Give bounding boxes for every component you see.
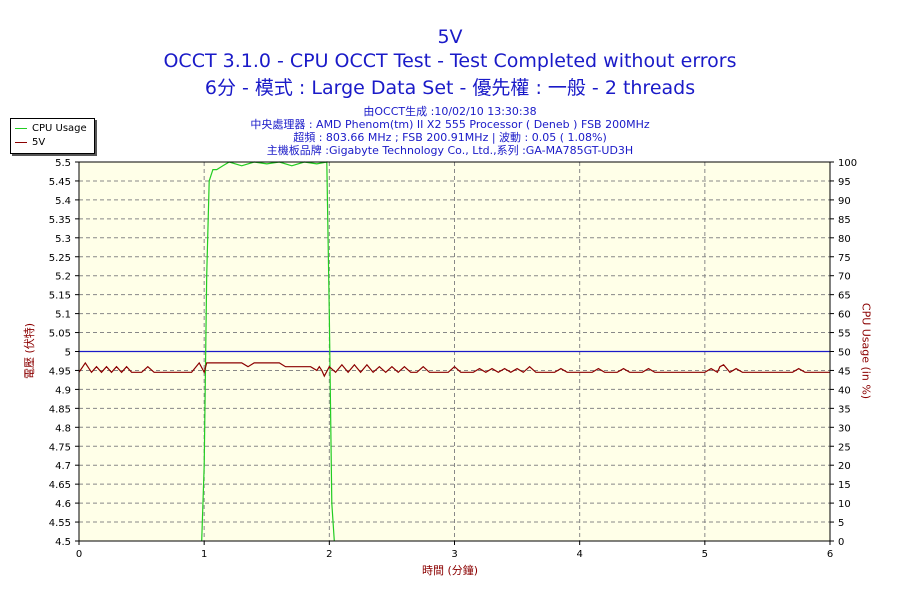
legend-swatch-cpu-usage (15, 127, 27, 129)
y-left-tick-label: 5.35 (49, 215, 71, 226)
y-left-tick-label: 4.65 (49, 480, 71, 491)
y-left-tick-label: 4.6 (55, 499, 71, 510)
overclock-info: 超頻 : 803.66 MHz ; FSB 200.91MHz | 波動 : 0… (293, 131, 607, 144)
x-tick-label: 5 (702, 549, 708, 560)
y-right-tick-label: 90 (838, 196, 851, 207)
y-left-tick-label: 4.55 (49, 518, 71, 529)
y-left-tick-label: 4.8 (55, 423, 71, 434)
x-tick-label: 4 (576, 549, 582, 560)
y-left-tick-label: 5.45 (49, 177, 71, 188)
y-left-tick-label: 4.95 (49, 366, 71, 377)
y-right-tick-label: 15 (838, 480, 851, 491)
y-right-tick-label: 85 (838, 215, 851, 226)
chart-legend: CPU Usage 5V (10, 118, 95, 154)
series-line-5v (78, 361, 830, 378)
y-left-tick-label: 5.3 (55, 234, 71, 245)
y-right-tick-label: 0 (838, 537, 844, 548)
y-left-tick-label: 4.7 (55, 461, 71, 472)
x-tick-label: 2 (326, 549, 332, 560)
cpu-info: 中央處理器 : AMD Phenom(tm) II X2 555 Process… (250, 118, 650, 131)
y-right-tick-label: 70 (838, 272, 851, 283)
legend-item-5v: 5V (15, 137, 45, 149)
y-left-tick-label: 5.2 (55, 272, 71, 283)
motherboard-info: 主機板品牌 :Gigabyte Technology Co., Ltd.,系列 … (266, 144, 634, 157)
y-right-tick-label: 40 (838, 385, 851, 396)
y-right-tick-label: 60 (838, 310, 851, 321)
y-left-tick-label: 4.5 (55, 537, 71, 548)
y-right-tick-label: 10 (838, 499, 851, 510)
legend-swatch-5v (15, 141, 27, 143)
y-right-tick-label: 30 (838, 423, 851, 434)
legend-label-5v: 5V (32, 137, 46, 148)
y-right-tick-label: 45 (838, 366, 851, 377)
test-summary: OCCT 3.1.0 - CPU OCCT Test - Test Comple… (163, 50, 737, 72)
y-left-tick-label: 4.9 (55, 385, 71, 396)
y-left-tick-label: 4.85 (49, 404, 71, 415)
y-left-tick-label: 5 (65, 348, 71, 359)
y-right-tick-label: 20 (838, 461, 851, 472)
y-left-tick-label: 5.4 (55, 196, 71, 207)
y-right-tick-label: 50 (838, 348, 851, 359)
y-left-tick-label: 5.1 (55, 310, 71, 321)
x-axis-label: 時間 (分鐘) (421, 564, 479, 577)
test-mode: 6分 - 模式 : Large Data Set - 優先權 : 一般 - 2 … (204, 77, 696, 99)
y-right-tick-label: 80 (838, 234, 851, 245)
x-tick-label: 6 (827, 549, 833, 560)
y-right-tick-label: 100 (838, 158, 857, 169)
y-left-tick-label: 5.15 (49, 291, 71, 302)
generated-info: 由OCCT生成 :10/02/10 13:30:38 (363, 105, 537, 118)
y-left-tick-label: 4.75 (49, 442, 71, 453)
y-right-tick-label: 95 (838, 177, 851, 188)
legend-label-cpu-usage: CPU Usage (32, 123, 87, 134)
y-right-tick-label: 75 (838, 253, 851, 264)
plot-border (78, 161, 831, 542)
x-tick-label: 3 (451, 549, 457, 560)
y-left-tick-label: 5.05 (49, 329, 71, 340)
chart-title: 5V (437, 26, 463, 48)
y-right-tick-label: 25 (838, 442, 851, 453)
y-right-tick-label: 5 (838, 518, 844, 529)
x-tick-label: 0 (76, 549, 82, 560)
y-left-tick-label: 5.5 (55, 158, 71, 169)
y-right-tick-label: 55 (838, 329, 851, 340)
y-right-tick-label: 65 (838, 291, 851, 302)
x-tick-label: 1 (201, 549, 207, 560)
y-right-tick-label: 35 (838, 404, 851, 415)
y-left-tick-label: 5.25 (49, 253, 71, 264)
legend-item-cpu-usage: CPU Usage (15, 123, 87, 135)
